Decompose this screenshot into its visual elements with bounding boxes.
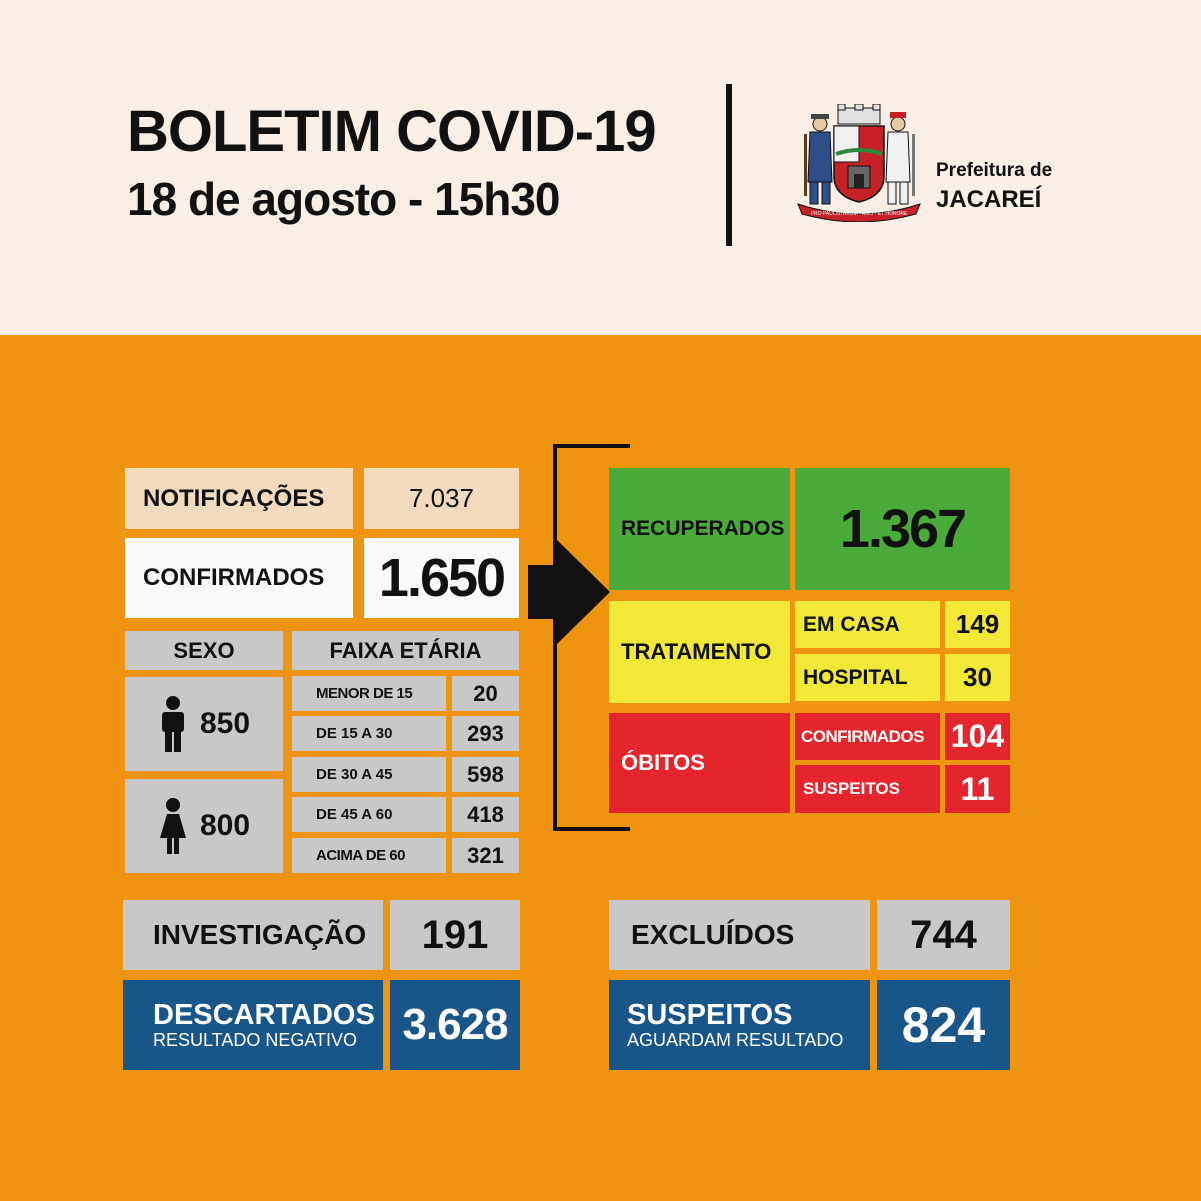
faixa-row-label: ACIMA DE 60: [292, 838, 446, 873]
header-divider: [726, 84, 732, 246]
suspeitos-value: 824: [877, 980, 1010, 1070]
faixa-row-label: DE 30 A 45: [292, 757, 446, 792]
obitos-confirmados-label: CONFIRMADOS: [795, 713, 940, 760]
obitos-suspeitos-value: 11: [945, 765, 1010, 813]
org-line-2: JACAREÍ: [936, 186, 1042, 213]
suspeitos-label: SUSPEITOS: [627, 998, 793, 1031]
obitos-confirmados-value: 104: [945, 713, 1010, 760]
notificacoes-value: 7.037: [364, 468, 519, 529]
tratamento-em-casa-value: 149: [945, 601, 1010, 648]
male-person-icon: [161, 696, 184, 752]
faixa-header: FAIXA ETÁRIA: [292, 631, 519, 670]
crest-motto: PRO PAULISTARUM - AMO - ET HONORE: [811, 211, 908, 217]
page-title: BOLETIM COVID-19: [127, 99, 657, 164]
page-subtitle: 18 de agosto - 15h30: [127, 173, 560, 225]
descartados-box: DESCARTADOS RESULTADO NEGATIVO: [123, 980, 383, 1070]
faixa-row-value: 293: [452, 716, 519, 751]
confirmados-value: 1.650: [364, 538, 519, 618]
flow-arrow-bracket: [528, 444, 630, 831]
obitos-label: ÓBITOS: [609, 713, 790, 813]
faixa-row-value: 598: [452, 757, 519, 792]
investigacao-label: INVESTIGAÇÃO: [123, 900, 383, 970]
excluidos-label: EXCLUÍDOS: [609, 900, 870, 970]
investigacao-value: 191: [390, 900, 520, 970]
sexo-female-box: 800: [125, 779, 283, 873]
descartados-sublabel: RESULTADO NEGATIVO: [153, 1029, 358, 1050]
city-crest-logo: PRO PAULISTARUM - AMO - ET HONORE: [797, 104, 921, 222]
sexo-header: SEXO: [125, 631, 283, 670]
tratamento-em-casa-label: EM CASA: [795, 601, 940, 648]
tratamento-label: TRATAMENTO: [609, 601, 790, 703]
female-person-icon: [159, 798, 186, 854]
sexo-male-value: 850: [199, 707, 251, 740]
header-band: [0, 0, 1201, 335]
faixa-row-value: 20: [452, 676, 519, 711]
recuperados-label: RECUPERADOS: [609, 468, 790, 590]
suspeitos-box: SUSPEITOS AGUARDAM RESULTADO: [609, 980, 870, 1070]
faixa-row-value: 321: [452, 838, 519, 873]
notificacoes-label: NOTIFICAÇÕES: [125, 468, 353, 529]
confirmados-label: CONFIRMADOS: [125, 538, 353, 618]
sexo-male-box: 850: [125, 677, 283, 771]
faixa-row-label: MENOR DE 15: [292, 676, 446, 711]
bracket-line: [553, 444, 630, 831]
left-figure-icon: [804, 114, 833, 205]
right-figure-icon: [885, 112, 915, 205]
descartados-value: 3.628: [390, 980, 520, 1070]
faixa-row-value: 418: [452, 797, 519, 832]
tratamento-hospital-value: 30: [945, 654, 1010, 701]
faixa-row-label: DE 45 A 60: [292, 797, 446, 832]
recuperados-value: 1.367: [795, 468, 1010, 590]
sexo-female-value: 800: [199, 809, 251, 842]
suspeitos-sublabel: AGUARDAM RESULTADO: [627, 1029, 844, 1050]
tratamento-hospital-label: HOSPITAL: [795, 654, 940, 701]
arrow-right-icon: [528, 538, 610, 646]
org-line-1: Prefeitura de: [936, 160, 1053, 181]
faixa-row-label: DE 15 A 30: [292, 716, 446, 751]
obitos-suspeitos-label: SUSPEITOS: [795, 765, 940, 813]
excluidos-value: 744: [877, 900, 1010, 970]
descartados-label: DESCARTADOS: [153, 998, 375, 1031]
